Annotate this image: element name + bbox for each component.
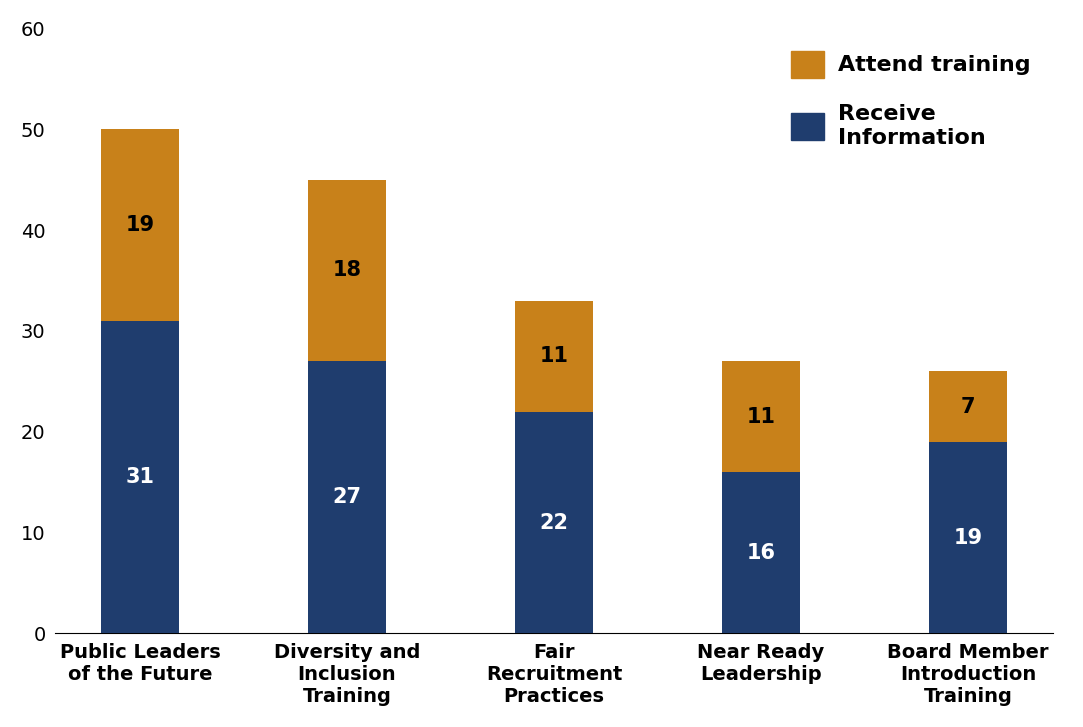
Bar <box>514 301 593 411</box>
Text: 11: 11 <box>539 346 569 366</box>
Bar <box>308 361 387 633</box>
Bar <box>514 411 593 633</box>
Bar <box>101 321 180 633</box>
Text: 16: 16 <box>746 543 775 563</box>
Bar <box>928 442 1007 633</box>
Bar <box>308 180 387 361</box>
Text: 19: 19 <box>126 215 155 235</box>
Bar <box>721 361 800 472</box>
Text: 27: 27 <box>332 487 362 507</box>
Text: 11: 11 <box>746 406 775 427</box>
Text: 19: 19 <box>953 528 982 547</box>
Bar <box>928 371 1007 442</box>
Text: 31: 31 <box>126 467 155 487</box>
Text: 18: 18 <box>332 260 362 281</box>
Text: 22: 22 <box>539 513 569 532</box>
Legend: Attend training, Receive
Information: Attend training, Receive Information <box>780 39 1042 158</box>
Bar <box>101 129 180 321</box>
Text: 7: 7 <box>961 396 976 417</box>
Bar <box>721 472 800 633</box>
